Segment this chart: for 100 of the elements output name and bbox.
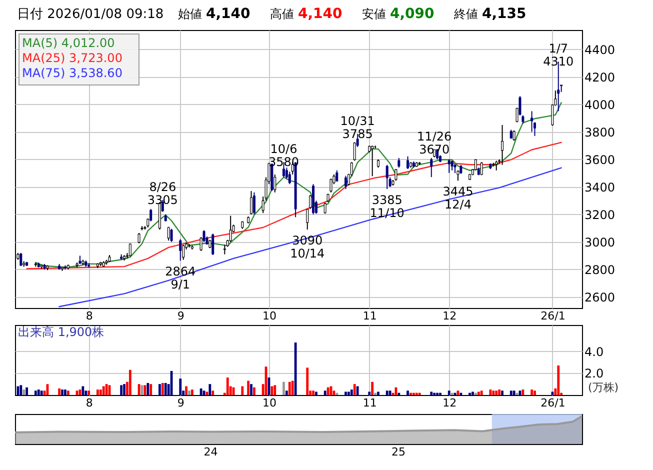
bar xyxy=(332,390,336,395)
bar xyxy=(96,390,99,395)
bar xyxy=(64,390,66,395)
bar xyxy=(37,390,40,395)
text: 始値 4,140 xyxy=(178,6,251,22)
text: MA(75) 3,538.60 xyxy=(22,66,122,80)
bar xyxy=(208,384,212,395)
x-tick-label: 8 xyxy=(86,310,93,322)
x-tick-label: 26/1 xyxy=(540,396,566,410)
bar xyxy=(61,390,64,395)
bar xyxy=(226,378,229,395)
bar xyxy=(386,390,388,395)
bar xyxy=(291,380,294,395)
x-tick-label: 10 xyxy=(262,396,276,410)
text: MA(5) 4,012.00 xyxy=(22,36,115,50)
y-tick-label: 4.0 xyxy=(584,344,604,359)
x-tick-label: 11 xyxy=(362,310,377,322)
bar xyxy=(534,390,536,395)
candlestick xyxy=(128,242,132,257)
chart-title: 日付 2026/01/08 09:18 xyxy=(17,7,164,22)
annotation: 11/26 3670 xyxy=(417,130,452,157)
bar xyxy=(146,382,150,395)
bar xyxy=(58,388,60,395)
annotation: 1/7 4310 xyxy=(543,42,574,69)
bar xyxy=(522,390,524,395)
y-tick-label: 3400 xyxy=(584,180,616,194)
bar xyxy=(353,384,356,395)
candlestick xyxy=(448,158,450,174)
y-tick-label: 3800 xyxy=(584,125,616,140)
bar xyxy=(253,387,256,395)
bar xyxy=(285,390,288,395)
bar xyxy=(120,385,123,395)
bar xyxy=(477,392,480,395)
bar xyxy=(315,392,318,395)
candlestick xyxy=(394,168,398,182)
annotation: 10/6 3580 xyxy=(268,142,300,170)
bar xyxy=(368,392,371,395)
candlestick xyxy=(450,160,454,171)
bar xyxy=(492,390,495,395)
x-tick-label: 25 xyxy=(392,446,406,458)
y-tick-label: 3600 xyxy=(584,152,616,167)
bar xyxy=(306,368,309,395)
bar xyxy=(557,365,560,395)
bar xyxy=(66,390,70,395)
candlestick xyxy=(138,232,140,244)
bar xyxy=(84,390,88,395)
y-axis-title: (万株) xyxy=(588,381,619,394)
x-tick-label: 24 xyxy=(204,446,218,458)
bar xyxy=(212,390,214,395)
bar xyxy=(270,386,274,395)
bar xyxy=(288,382,291,395)
bar xyxy=(190,390,194,395)
candlestick xyxy=(170,228,173,242)
line-series xyxy=(58,167,562,308)
candlestick xyxy=(223,244,226,255)
candlestick xyxy=(274,174,276,193)
bar xyxy=(26,387,28,395)
annotation: 3445 12/4 xyxy=(442,184,474,212)
text: 高値 4,140 xyxy=(270,6,343,22)
y-tick-label: 2.0 xyxy=(584,366,604,381)
candlestick xyxy=(200,236,202,252)
x-tick-label: 12 xyxy=(442,396,457,410)
bar xyxy=(282,382,285,395)
candlestick xyxy=(250,190,252,215)
candlestick xyxy=(430,157,433,178)
candlestick xyxy=(518,96,522,116)
candlestick xyxy=(179,238,182,262)
y-tick-label: 2800 xyxy=(584,262,616,277)
bar xyxy=(356,386,359,395)
candlestick xyxy=(150,208,152,222)
bar xyxy=(498,390,501,395)
bar xyxy=(430,392,433,395)
text: 安値 4,090 xyxy=(362,6,435,22)
bar xyxy=(480,390,483,395)
candlestick xyxy=(330,178,332,193)
candlestick xyxy=(371,145,374,177)
bar xyxy=(123,384,126,395)
candlestick xyxy=(167,226,170,242)
x-tick-label: 26/1 xyxy=(540,310,566,322)
bar xyxy=(34,390,37,395)
candlestick xyxy=(309,194,312,210)
candlestick xyxy=(202,230,206,242)
bar xyxy=(179,378,182,395)
bar xyxy=(185,386,188,395)
candlestick xyxy=(406,156,410,170)
bar xyxy=(164,382,167,395)
bar xyxy=(158,384,161,395)
candlestick xyxy=(398,157,400,168)
bar xyxy=(350,390,353,395)
candlestick xyxy=(480,162,483,176)
bar xyxy=(530,390,533,395)
bar xyxy=(495,390,498,395)
candlestick xyxy=(512,130,516,142)
bar xyxy=(312,390,314,395)
x-tick-label: 10 xyxy=(262,310,276,322)
bar xyxy=(22,390,26,395)
candlestick xyxy=(252,192,256,215)
bar xyxy=(501,390,504,395)
candlestick xyxy=(306,208,309,230)
bar xyxy=(250,384,252,395)
